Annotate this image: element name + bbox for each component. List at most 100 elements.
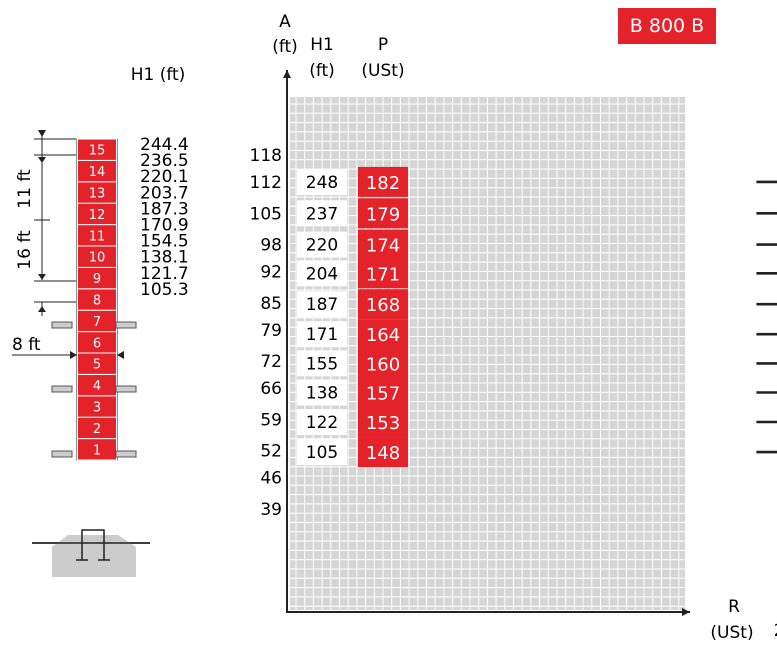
h1-value: 155	[306, 354, 338, 374]
mast-section-number: 12	[89, 208, 106, 223]
y-tick-label: 52	[260, 442, 282, 462]
mast-section-number: 15	[89, 144, 106, 159]
p-value: 182	[366, 173, 400, 194]
h1-box	[297, 379, 347, 406]
h1-box	[297, 260, 347, 287]
mast-height-value: 220.1	[140, 167, 189, 187]
p-value: 174	[366, 236, 400, 257]
mast-section-number: 3	[93, 401, 101, 416]
mast-height-value: 187.3	[140, 199, 189, 219]
h1-value: 138	[306, 383, 338, 403]
p-box	[358, 348, 408, 379]
dim-arrow	[70, 351, 77, 359]
p-value: 153	[366, 413, 400, 434]
p-value: 168	[366, 295, 400, 316]
h1-value: 105	[306, 443, 338, 463]
mast-height-labels: 244.4236.5220.1203.7187.3170.9154.5138.1…	[140, 135, 189, 300]
y-axis-label-letter: A	[279, 12, 291, 32]
dim-16ft-label: 16 ft	[15, 230, 35, 270]
y-tick-label: 39	[260, 500, 282, 520]
y-tick-label: 118	[250, 146, 282, 166]
mast-pad	[51, 321, 73, 329]
mast-section-number: 5	[93, 358, 101, 373]
load-curve-160	[756, 362, 777, 365]
h1-value: 248	[306, 173, 338, 193]
h1-box	[297, 409, 347, 436]
mast-section-number: 7	[93, 315, 101, 330]
p-box	[358, 377, 408, 408]
h1-column-label-top: H1	[310, 35, 334, 55]
p-value: 171	[366, 264, 400, 285]
mast-title: H1 (ft)	[131, 65, 186, 85]
h1-box	[297, 168, 347, 195]
mast-height-value: 105.3	[140, 280, 189, 300]
h1-value: 237	[306, 204, 338, 224]
p-box	[358, 319, 408, 350]
mast-section-number: 13	[89, 187, 106, 202]
dim-arrow	[38, 157, 46, 163]
mast-section-number: 8	[93, 294, 101, 309]
load-curve-171	[756, 272, 777, 275]
mast-section-number: 9	[93, 272, 101, 287]
x-axis-label-unit: (USt)	[710, 623, 753, 643]
y-tick-label: 66	[260, 379, 282, 399]
mast-pad	[115, 450, 137, 458]
mast-height-value: 170.9	[140, 216, 189, 236]
mast-section-number: 1	[93, 443, 101, 458]
h1-value: 122	[306, 413, 338, 433]
h1-value: 220	[306, 236, 338, 256]
y-tick-label: 105	[250, 204, 282, 224]
h1-box	[297, 350, 347, 377]
p-box	[358, 258, 408, 289]
dim-arrow	[38, 306, 46, 312]
mast-section-number: 10	[89, 251, 106, 266]
mast-height-value: 236.5	[140, 151, 189, 171]
p-value: 157	[366, 383, 400, 404]
y-axis-label-unit: (ft)	[272, 37, 298, 57]
mast-section-number: 11	[89, 229, 106, 244]
chart-grid	[290, 97, 685, 610]
h1-box	[297, 231, 347, 258]
y-tick-label: 46	[260, 469, 282, 489]
mast-section-number: 14	[89, 165, 106, 180]
p-column-label-top: P	[378, 35, 388, 55]
model-badge: B 800 B	[618, 8, 716, 44]
h1-value: 187	[306, 295, 338, 315]
x-tick-labels: 26.530.935.339.744.148.528.733.137.541.9…	[774, 621, 777, 641]
p-value: 160	[366, 354, 400, 375]
dim-arrow	[117, 351, 124, 359]
dim-11ft-label: 11 ft	[15, 169, 35, 209]
mast-section	[77, 138, 117, 161]
mast-section-number: 4	[93, 379, 101, 394]
y-tick-label: 85	[260, 294, 282, 314]
load-chart: A (ft) H1 (ft) P (USt) R (USt) 118 112 105…	[250, 12, 777, 643]
mast-pad	[51, 385, 73, 393]
y-tick-label: 92	[260, 263, 282, 283]
h1-box	[297, 291, 347, 318]
dim-arrow	[38, 130, 46, 137]
y-tick-label: 98	[260, 236, 282, 256]
p-value: 164	[366, 325, 400, 346]
h1-box	[297, 321, 347, 348]
load-curves	[756, 180, 777, 454]
p-box	[358, 289, 408, 320]
p-column-label-unit: (USt)	[361, 61, 404, 81]
x-tick-label: 26.5	[774, 621, 777, 641]
y-tick-label: 72	[260, 352, 282, 372]
mast-dimension-lines	[12, 130, 124, 356]
mast-pad	[115, 321, 137, 329]
p-value: 148	[366, 443, 400, 464]
load-curve-179	[756, 212, 777, 215]
y-tick-label: 79	[260, 321, 282, 341]
row-labels: 248 182 237 179 220 174 204 171 187 168 171 164 155 1…	[297, 166, 408, 468]
h1-value: 204	[306, 264, 338, 284]
mast-height-value: 203.7	[140, 183, 189, 203]
p-box	[358, 229, 408, 260]
h1-value: 171	[306, 325, 338, 345]
mast-height-value: 138.1	[140, 248, 189, 268]
x-axis-label-letter: R	[728, 597, 740, 617]
h1-box	[297, 439, 347, 466]
